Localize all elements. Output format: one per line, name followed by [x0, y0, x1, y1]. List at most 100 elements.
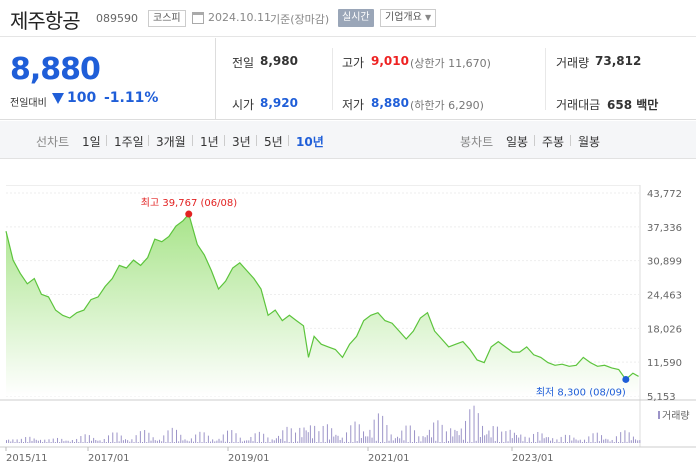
volume-bar: [301, 437, 303, 443]
volume-bar: [71, 440, 73, 443]
tab-separator: [570, 135, 571, 146]
volume-bar: [596, 432, 598, 443]
volume-bar: [611, 439, 613, 443]
realtime-button[interactable]: 실시간: [338, 9, 374, 27]
volume-bar: [613, 442, 615, 443]
volume-bar: [441, 424, 443, 443]
volume-bar: [29, 436, 31, 443]
tab-separator: [256, 135, 257, 146]
volume-bar: [229, 442, 231, 443]
volume-bar: [575, 439, 577, 443]
volume-bar: [122, 440, 124, 443]
volume-bar: [401, 430, 403, 443]
y-tick-label: 24,463: [647, 291, 682, 302]
volume-bar: [144, 430, 146, 443]
volume-bar: [471, 442, 473, 443]
volume-bar: [84, 434, 86, 443]
volume-bar: [6, 440, 7, 443]
volume-bar: [233, 442, 235, 443]
tab-period-5[interactable]: 5년: [264, 135, 283, 149]
volume-bar: [394, 438, 396, 443]
volume-bar: [350, 425, 352, 443]
volume-bar: [42, 442, 44, 443]
tab-candle-2[interactable]: 월봉: [578, 135, 601, 149]
volume-bar: [241, 441, 243, 443]
open-label: 시가: [232, 98, 255, 112]
volume-bar: [460, 428, 462, 443]
volume-bar: [567, 442, 569, 443]
volume-bar: [52, 438, 54, 443]
volume-bar: [88, 435, 90, 443]
tab-period-3[interactable]: 1년: [200, 135, 219, 149]
tab-candle-1[interactable]: 주봉: [542, 135, 565, 149]
stock-name: 제주항공: [10, 9, 81, 33]
volume-bar: [146, 442, 148, 443]
quote-panel: 8,880 전일대비 100 -1.11% 전일 8,980 시가 8,920 …: [0, 38, 696, 120]
volume-bar: [318, 431, 320, 443]
market-badge: 코스피: [148, 10, 186, 27]
volume-bar: [216, 440, 218, 443]
volume-bar: [59, 442, 61, 443]
volume-bar: [503, 442, 505, 443]
tab-period-4[interactable]: 3년: [232, 135, 251, 149]
tab-period-0[interactable]: 1일: [82, 135, 101, 149]
prev-close-label: 전일: [232, 56, 255, 70]
current-price: 8,880: [10, 52, 101, 87]
volume-bar: [499, 442, 501, 443]
volume-bar: [618, 442, 620, 443]
tab-candle-0[interactable]: 일봉: [506, 135, 529, 149]
amount-value: 658 백만: [607, 98, 659, 112]
volume-bar: [622, 442, 624, 443]
volume-bar: [186, 440, 188, 443]
max-label: 최고 39,767 (06/08): [141, 197, 237, 209]
volume-bar: [69, 441, 71, 443]
volume-bar: [303, 427, 305, 443]
y-tick-label: 11,590: [647, 358, 682, 369]
tab-period-2[interactable]: 3개월: [156, 135, 186, 149]
volume-bar: [386, 425, 388, 443]
volume-bar: [27, 442, 29, 443]
volume-bar: [418, 436, 420, 443]
volume-bar: [424, 437, 426, 443]
volume-bar: [61, 438, 63, 443]
tab-period-1[interactable]: 1주일: [114, 135, 144, 149]
volume-bar: [541, 433, 543, 443]
volume-bar: [569, 435, 571, 443]
volume-bar: [114, 442, 116, 443]
volume-bar: [516, 435, 518, 443]
price-chart-svg: 43,772 37,336 30,899 24,463 18,026 11,590 5,15…: [0, 184, 696, 464]
volume-bar: [320, 442, 322, 443]
volume-bar: [341, 437, 343, 443]
volume-bar: [422, 436, 424, 443]
upper-limit: (상한가 11,670): [410, 57, 491, 70]
volume-bar: [112, 432, 114, 443]
volume-bar: [173, 442, 175, 443]
volume-bar: [156, 440, 158, 443]
volume-bar: [176, 429, 178, 443]
volume-bar: [314, 425, 316, 443]
volume-bar: [33, 438, 35, 443]
calendar-icon: [192, 12, 204, 24]
volume-bar: [380, 442, 382, 443]
volume-bar: [237, 442, 239, 443]
volume-bar: [31, 440, 33, 443]
volume-bar: [584, 439, 586, 443]
volume-bar: [133, 442, 135, 443]
volume-bar: [37, 440, 39, 443]
volume-bar: [18, 442, 20, 443]
volume-bar: [326, 424, 328, 443]
volume-bar: [392, 440, 394, 443]
volume-bar: [67, 440, 69, 443]
volume-bar: [371, 437, 373, 443]
volume-bar: [290, 428, 292, 443]
volume-bar: [224, 441, 226, 443]
volume-bar: [261, 442, 263, 443]
volume-bar: [388, 440, 390, 443]
company-overview-button[interactable]: 기업개요 ▼: [380, 9, 437, 27]
volume-bar: [292, 442, 294, 443]
volume-bar: [214, 441, 216, 443]
volume-bar: [235, 433, 237, 443]
volume-bar: [501, 431, 503, 443]
tab-period-6[interactable]: 10년: [296, 135, 324, 149]
volume-bar: [116, 432, 118, 443]
